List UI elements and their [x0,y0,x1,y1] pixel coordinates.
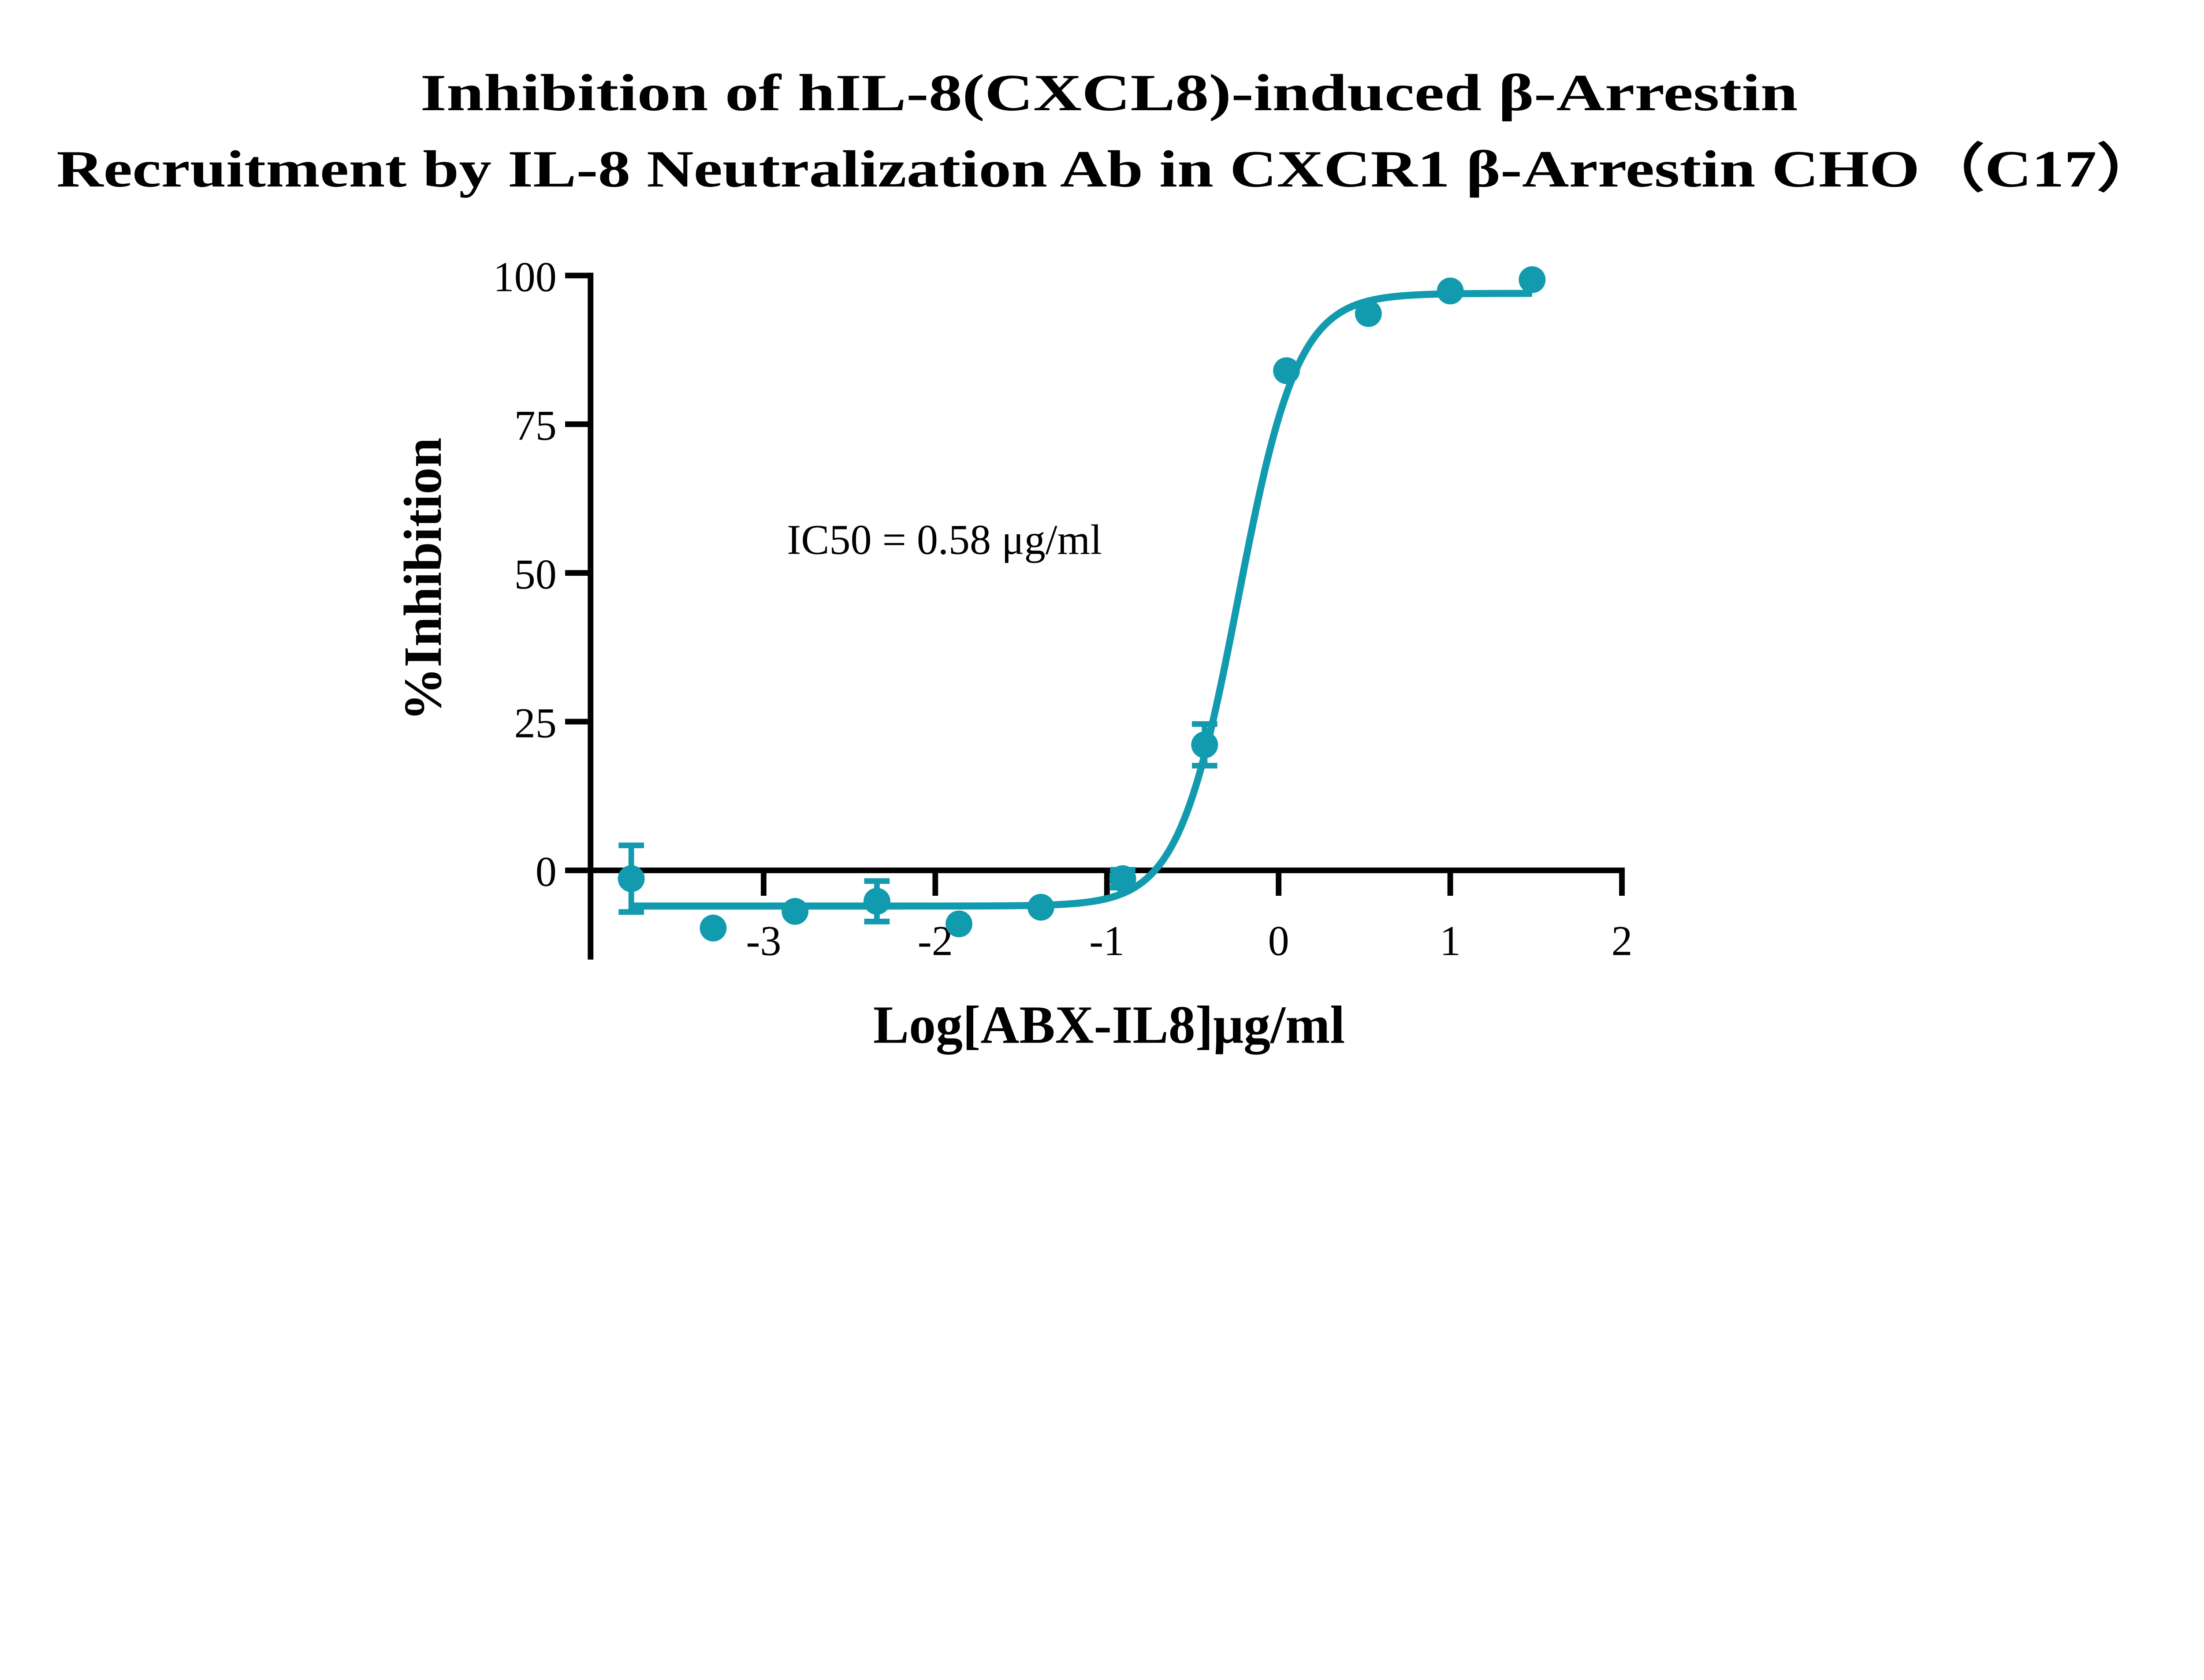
data-point [1273,357,1300,384]
data-point [1027,894,1054,921]
y-tick-label: 25 [514,699,557,746]
data-point [700,914,727,942]
x-tick-label: 0 [1268,917,1289,965]
data-point [1519,266,1546,293]
data-point [1109,865,1136,892]
y-tick-label: 75 [514,402,557,449]
data-point [1355,300,1382,327]
y-tick-label: 50 [514,551,557,598]
chart-title-line2: Recruitment by IL-8 Neutralization Ab in… [56,140,2162,198]
data-point [863,888,890,915]
data-marks [618,266,1546,942]
chart-title-line1: Inhibition of hIL-8(CXCL8)-induced β-Arr… [421,63,1798,122]
x-tick-label: -3 [746,917,781,965]
y-tick-label: 100 [493,253,557,300]
data-point [618,865,645,892]
data-point [1437,277,1464,305]
x-tick-label: -1 [1089,917,1124,965]
data-point [782,898,809,925]
x-axis-label: Log[ABX-IL8]μg/ml [873,995,1345,1054]
x-tick-label: 1 [1440,917,1461,965]
data-point [1191,731,1218,759]
y-axis-label: %Inhibition [393,438,453,721]
fit-curve [631,290,1532,910]
y-tick-label: 0 [536,848,557,895]
dose-response-chart: Inhibition of hIL-8(CXCL8)-induced β-Arr… [56,63,2162,1054]
x-tick-label: 2 [1611,917,1632,965]
data-point [946,910,972,938]
ic50-annotation: IC50 = 0.58 μg/ml [787,516,1102,563]
